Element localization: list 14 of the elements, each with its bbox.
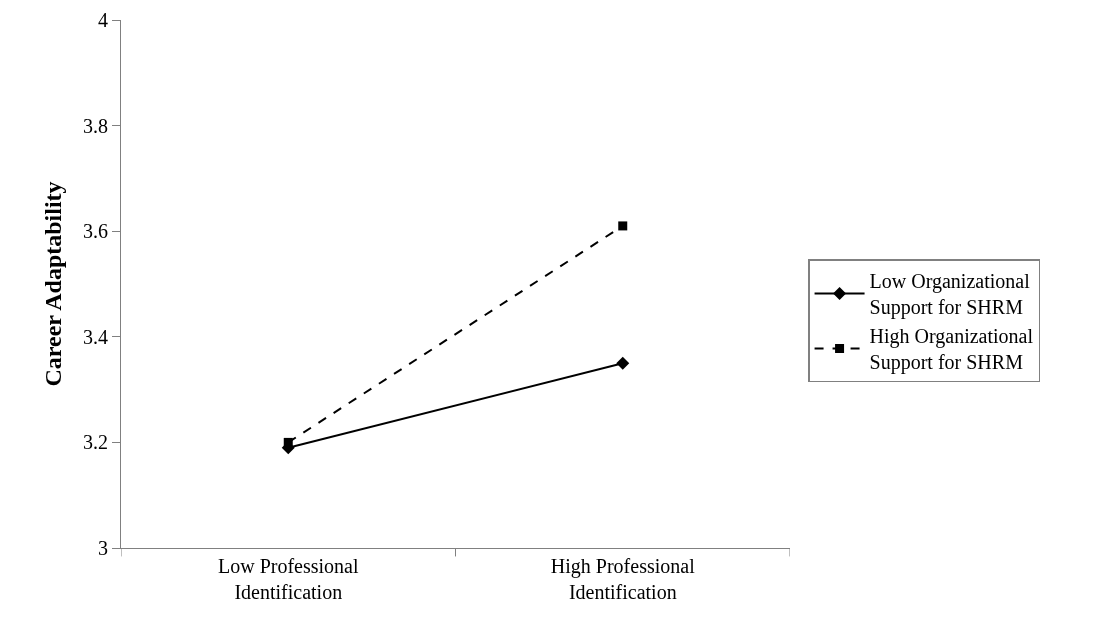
legend-label: High Organizational Support for SHRM [869, 325, 1034, 375]
y-axis-title: Career Adaptability [40, 181, 67, 387]
y-tick-label: 3.6 [83, 220, 108, 243]
y-tick-label: 3.2 [83, 431, 108, 454]
x-tick-label: High Professional Identification [550, 555, 696, 603]
x-tick-label: Low Professional Identification [217, 555, 359, 603]
point [616, 356, 630, 370]
y-tick-label: 4 [98, 9, 108, 31]
point [618, 221, 628, 231]
y-tick-label: 3 [98, 537, 108, 559]
y-tick-label: 3.8 [83, 114, 108, 137]
legend-label: Low Organizational Support for SHRM [869, 270, 1031, 320]
y-tick-label: 3.4 [83, 325, 108, 348]
point [283, 437, 293, 447]
